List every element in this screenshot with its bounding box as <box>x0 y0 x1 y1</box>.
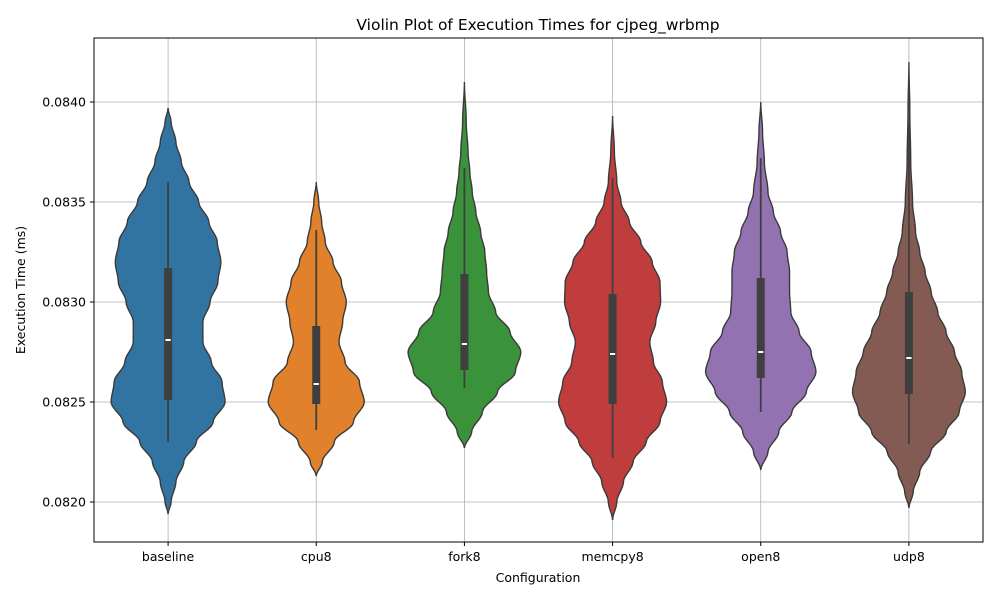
x-tick-label-udp8: udp8 <box>893 549 925 564</box>
iqr-box-memcpy8 <box>608 294 617 404</box>
x-tick-label-baseline: baseline <box>142 549 195 564</box>
x-axis-label: Configuration <box>496 570 581 585</box>
y-tick-label: 0.0840 <box>42 95 86 110</box>
iqr-box-cpu8 <box>312 326 321 404</box>
grid-lines <box>94 38 983 542</box>
y-axis-ticks: 0.0820 0.0825 0.0830 0.0835 0.0840 <box>42 95 94 510</box>
violin-memcpy8 <box>557 115 668 521</box>
x-tick-label-fork8: fork8 <box>448 549 480 564</box>
y-axis-label: Execution Time (ms) <box>13 226 28 354</box>
x-tick-label-open8: open8 <box>741 549 780 564</box>
x-tick-label-cpu8: cpu8 <box>301 549 332 564</box>
violin-udp8 <box>851 61 966 509</box>
chart-title: Violin Plot of Execution Times for cjpeg… <box>356 16 719 35</box>
iqr-box-open8 <box>756 278 765 378</box>
iqr-box-udp8 <box>904 292 913 394</box>
violin-baseline <box>110 107 226 515</box>
violins <box>110 61 966 521</box>
plot-frame <box>93 37 984 543</box>
y-tick-label: 0.0825 <box>42 395 86 410</box>
y-tick-label: 0.0820 <box>42 495 86 510</box>
x-tick-label-memcpy8: memcpy8 <box>581 549 643 564</box>
y-tick-label: 0.0835 <box>42 195 86 210</box>
violin-cpu8 <box>267 181 365 477</box>
y-tick-label: 0.0830 <box>42 295 86 310</box>
iqr-box-baseline <box>164 268 173 400</box>
iqr-box-fork8 <box>460 274 469 370</box>
violin-open8 <box>704 101 817 471</box>
violin-fork8 <box>407 81 522 449</box>
x-axis-ticks: baseline cpu8 fork8 memcpy8 open8 udp8 <box>142 542 925 564</box>
